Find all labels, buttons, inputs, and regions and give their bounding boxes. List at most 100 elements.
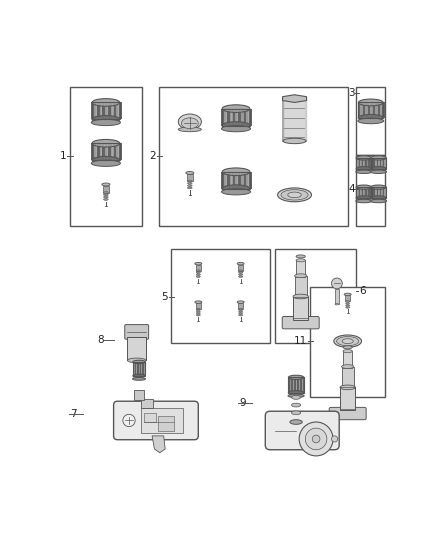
Bar [144, 362, 145, 376]
Bar [378, 158, 380, 168]
Ellipse shape [239, 270, 243, 271]
Bar [133, 362, 145, 376]
Ellipse shape [103, 192, 108, 193]
Bar [371, 158, 372, 168]
Bar [233, 172, 235, 189]
Ellipse shape [343, 350, 352, 353]
Ellipse shape [281, 190, 308, 200]
Ellipse shape [187, 180, 192, 182]
Text: 2: 2 [149, 151, 156, 161]
Circle shape [332, 436, 338, 442]
Bar [244, 109, 247, 126]
Ellipse shape [239, 272, 243, 273]
Ellipse shape [196, 274, 200, 276]
Ellipse shape [342, 365, 354, 368]
Bar [275, 249, 356, 343]
Ellipse shape [196, 309, 200, 310]
Bar [290, 377, 291, 393]
Ellipse shape [356, 196, 371, 200]
Bar [94, 102, 97, 119]
Bar [359, 158, 360, 168]
Bar [357, 158, 359, 168]
Ellipse shape [342, 338, 353, 344]
Ellipse shape [92, 156, 120, 164]
Ellipse shape [344, 293, 351, 296]
Bar [297, 377, 299, 393]
Bar [367, 102, 370, 118]
Bar [241, 172, 244, 189]
Bar [377, 187, 378, 198]
Ellipse shape [371, 196, 386, 200]
Ellipse shape [346, 303, 350, 304]
Bar [364, 187, 365, 198]
Bar [343, 351, 352, 368]
Bar [359, 187, 360, 198]
Ellipse shape [196, 314, 200, 316]
Bar [358, 102, 360, 118]
Ellipse shape [335, 303, 339, 305]
Bar [302, 377, 304, 393]
Ellipse shape [196, 270, 200, 271]
Bar [288, 377, 290, 393]
Bar [117, 102, 119, 119]
Bar [294, 276, 307, 297]
Bar [371, 187, 386, 198]
Ellipse shape [133, 374, 145, 377]
Bar [238, 109, 241, 126]
Ellipse shape [371, 170, 387, 174]
Bar [296, 260, 305, 277]
Ellipse shape [92, 99, 120, 106]
Bar [249, 109, 252, 126]
Bar [230, 109, 233, 126]
Ellipse shape [358, 99, 383, 106]
Ellipse shape [288, 394, 304, 398]
Ellipse shape [181, 118, 198, 128]
Bar [222, 172, 250, 189]
Bar [370, 187, 371, 198]
Bar [294, 377, 296, 393]
Bar [356, 187, 371, 198]
Bar [92, 143, 120, 160]
Ellipse shape [290, 419, 302, 424]
Bar [375, 187, 377, 198]
Ellipse shape [239, 276, 243, 277]
Ellipse shape [178, 127, 201, 132]
Bar [138, 362, 139, 376]
Ellipse shape [195, 301, 202, 303]
Bar [238, 264, 243, 271]
Ellipse shape [186, 172, 194, 174]
Bar [367, 158, 368, 168]
Circle shape [123, 414, 135, 426]
Bar [134, 390, 144, 400]
Bar [342, 367, 354, 388]
Bar [97, 102, 100, 119]
Ellipse shape [346, 305, 350, 306]
Ellipse shape [356, 156, 371, 160]
Bar [70, 87, 142, 225]
Bar [370, 102, 373, 118]
Bar [97, 143, 100, 160]
Bar [381, 187, 383, 198]
Bar [293, 377, 294, 393]
Bar [119, 143, 122, 160]
Ellipse shape [92, 119, 120, 126]
Bar [117, 143, 119, 160]
Bar [356, 187, 371, 198]
Ellipse shape [291, 395, 301, 399]
Ellipse shape [222, 122, 250, 130]
Ellipse shape [346, 301, 350, 302]
Ellipse shape [178, 114, 201, 130]
Bar [358, 102, 383, 118]
Ellipse shape [358, 118, 384, 124]
Bar [357, 187, 359, 198]
Bar [371, 158, 386, 168]
Bar [380, 102, 382, 118]
Bar [105, 102, 108, 119]
Ellipse shape [371, 156, 386, 160]
Bar [299, 377, 300, 393]
Bar [134, 362, 135, 376]
Polygon shape [283, 95, 307, 102]
Ellipse shape [239, 309, 243, 310]
Ellipse shape [283, 138, 306, 144]
Ellipse shape [343, 346, 352, 349]
